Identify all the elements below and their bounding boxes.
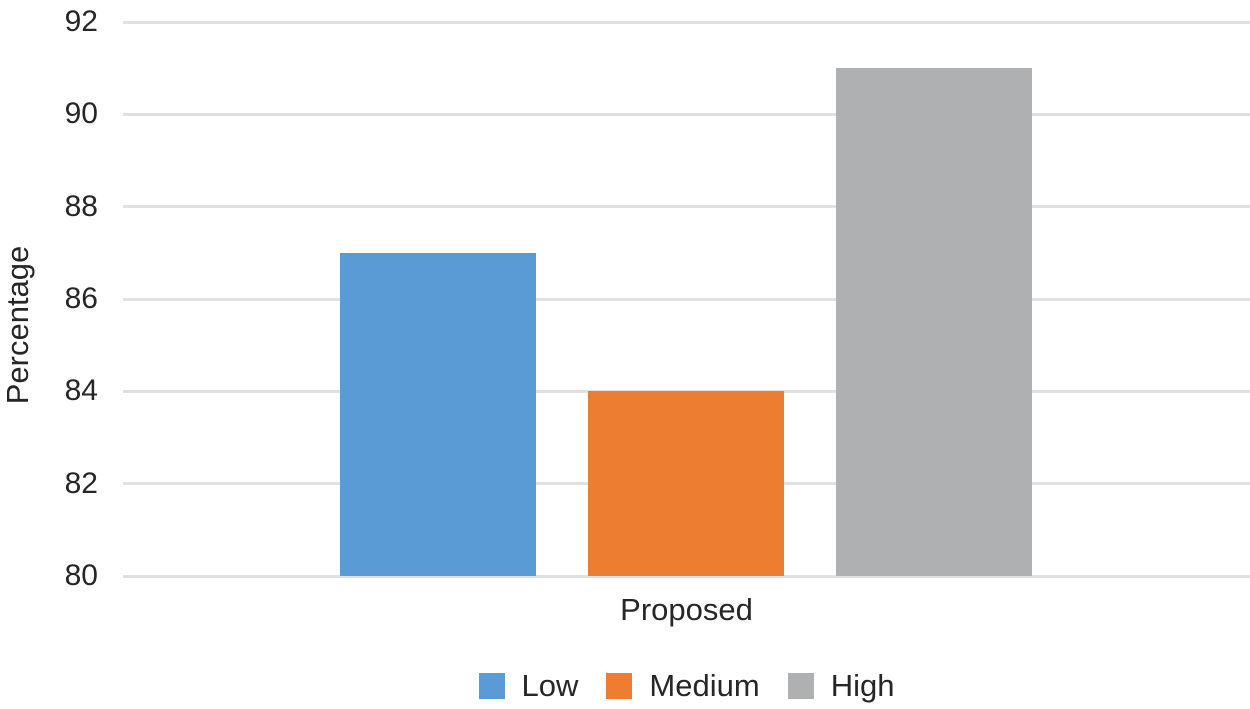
gridline	[123, 20, 1250, 24]
legend-swatch-low	[478, 673, 505, 699]
legend-swatch-medium	[606, 673, 633, 699]
legend-swatch-high	[787, 673, 814, 699]
legend: Low Medium High	[123, 668, 1250, 704]
y-tick-label: 84	[64, 374, 98, 408]
y-axis-tick-labels: 80 82 84 86 88 90 92	[0, 5, 98, 592]
bar-high	[836, 68, 1032, 576]
legend-label-low: Low	[521, 668, 579, 703]
legend-item-high: High	[787, 668, 895, 704]
y-tick-label: 90	[64, 97, 98, 131]
y-tick-label: 82	[64, 466, 98, 500]
gridline	[123, 112, 1250, 116]
plot-area	[123, 20, 1250, 578]
y-tick-label: 86	[64, 282, 98, 315]
legend-item-low: Low	[478, 668, 579, 704]
y-tick-label: 92	[64, 5, 98, 38]
bar-group	[340, 68, 1032, 576]
legend-item-medium: Medium	[606, 668, 760, 704]
gridline	[123, 574, 1250, 578]
legend-label-high: High	[830, 668, 895, 703]
gridline	[123, 205, 1250, 209]
gridline	[123, 389, 1250, 393]
x-axis-category-label: Proposed	[620, 592, 753, 627]
gridline	[123, 297, 1250, 301]
y-tick-label: 88	[64, 189, 98, 223]
y-tick-label: 80	[64, 559, 98, 592]
legend-label-medium: Medium	[649, 668, 760, 703]
bar-low	[340, 252, 536, 576]
bar-medium	[588, 391, 784, 576]
